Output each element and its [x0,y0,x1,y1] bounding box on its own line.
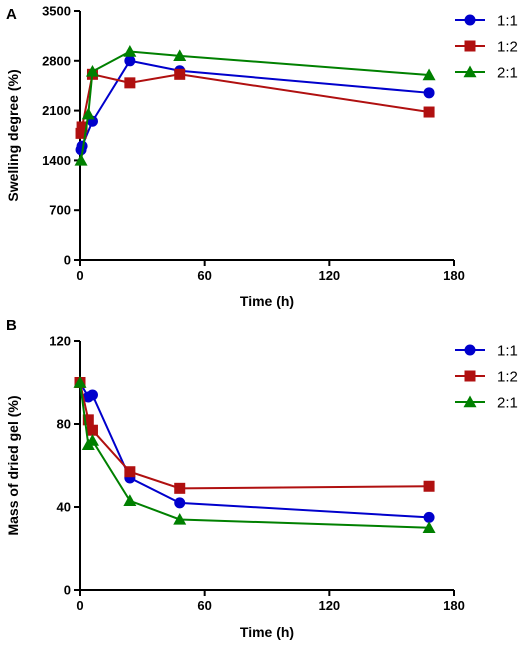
data-point [123,494,137,506]
data-point [423,106,435,118]
data-point [173,49,187,62]
legend-marker [463,395,477,408]
legend-label: 1:1 [497,343,518,360]
data-point [85,434,99,446]
y-tick-label: 700 [49,203,71,218]
data-point [124,55,136,67]
x-axis-title: Time (h) [240,624,294,640]
legend-marker [464,370,476,382]
panel-label: A [6,6,17,23]
data-point [423,511,435,523]
x-tick-label: 60 [197,598,211,613]
series-2-1 [74,45,436,166]
series-line [79,382,430,529]
series-1-2 [75,68,435,139]
data-point [173,512,187,525]
legend-entry: 1:1 [455,13,518,30]
series-line [79,382,430,490]
legend-entry: 1:2 [455,39,518,56]
data-point [174,68,186,80]
data-point [81,107,95,120]
legend-label: 1:2 [497,39,518,56]
panel-B: B 0 40 80 120 0 60 120 180 Time (h) Mass of dried … [5,317,518,640]
series-1-2 [74,377,435,494]
x-tick-label: 180 [443,268,465,283]
data-point [76,121,88,133]
x-tick-label: 0 [76,598,83,613]
data-point [76,140,88,152]
x-tick-label: 60 [197,268,211,283]
data-point [422,521,436,533]
legend-label: 1:2 [497,369,518,386]
series-line [79,382,430,519]
y-tick-label: 3500 [42,4,71,19]
legend-marker [463,65,477,78]
legend-label: 2:1 [497,65,518,82]
y-tick-label: 0 [64,253,71,268]
y-tick-label: 2800 [42,53,71,68]
data-point [86,389,98,401]
x-tick-label: 120 [318,268,340,283]
y-tick-label: 40 [57,500,71,515]
x-tick-label: 0 [76,268,83,283]
legend-marker [464,344,476,356]
legend-entry: 1:1 [455,343,518,360]
data-point [174,497,186,509]
y-tick-label: 2100 [42,103,71,118]
legend-label: 1:1 [497,13,518,30]
legend-entry: 2:1 [455,395,518,412]
legend-marker [464,40,476,52]
y-tick-label: 1400 [42,153,71,168]
data-point [174,482,186,494]
x-tick-label: 180 [443,598,465,613]
data-point [86,424,98,436]
y-tick-label: 80 [57,417,71,432]
series-2-1 [73,376,436,533]
panel-label: B [6,317,17,334]
data-point [423,87,435,99]
data-point [423,480,435,492]
data-point [124,466,136,478]
y-axis-title: Mass of dried gel (%) [5,395,21,535]
x-tick-label: 120 [318,598,340,613]
y-tick-label: 0 [64,583,71,598]
panel-A: A 0 700 1400 2100 2800 3500 0 60 120 180 Time (h) Sw… [5,4,518,310]
data-point [422,68,436,81]
legend-entry: 2:1 [455,65,518,82]
data-point [124,77,136,89]
data-point [75,127,87,139]
data-point [82,414,94,426]
data-point [123,45,137,57]
data-point [73,376,87,388]
y-axis-title: Swelling degree (%) [5,69,21,201]
legend-marker [464,14,476,26]
legend-entry: 1:2 [455,369,518,386]
data-point [74,153,88,166]
series-line [80,50,430,161]
legend-label: 2:1 [497,395,518,412]
y-tick-label: 120 [49,334,71,349]
data-point [85,64,99,77]
x-axis-title: Time (h) [240,293,294,309]
series-line [80,59,430,151]
